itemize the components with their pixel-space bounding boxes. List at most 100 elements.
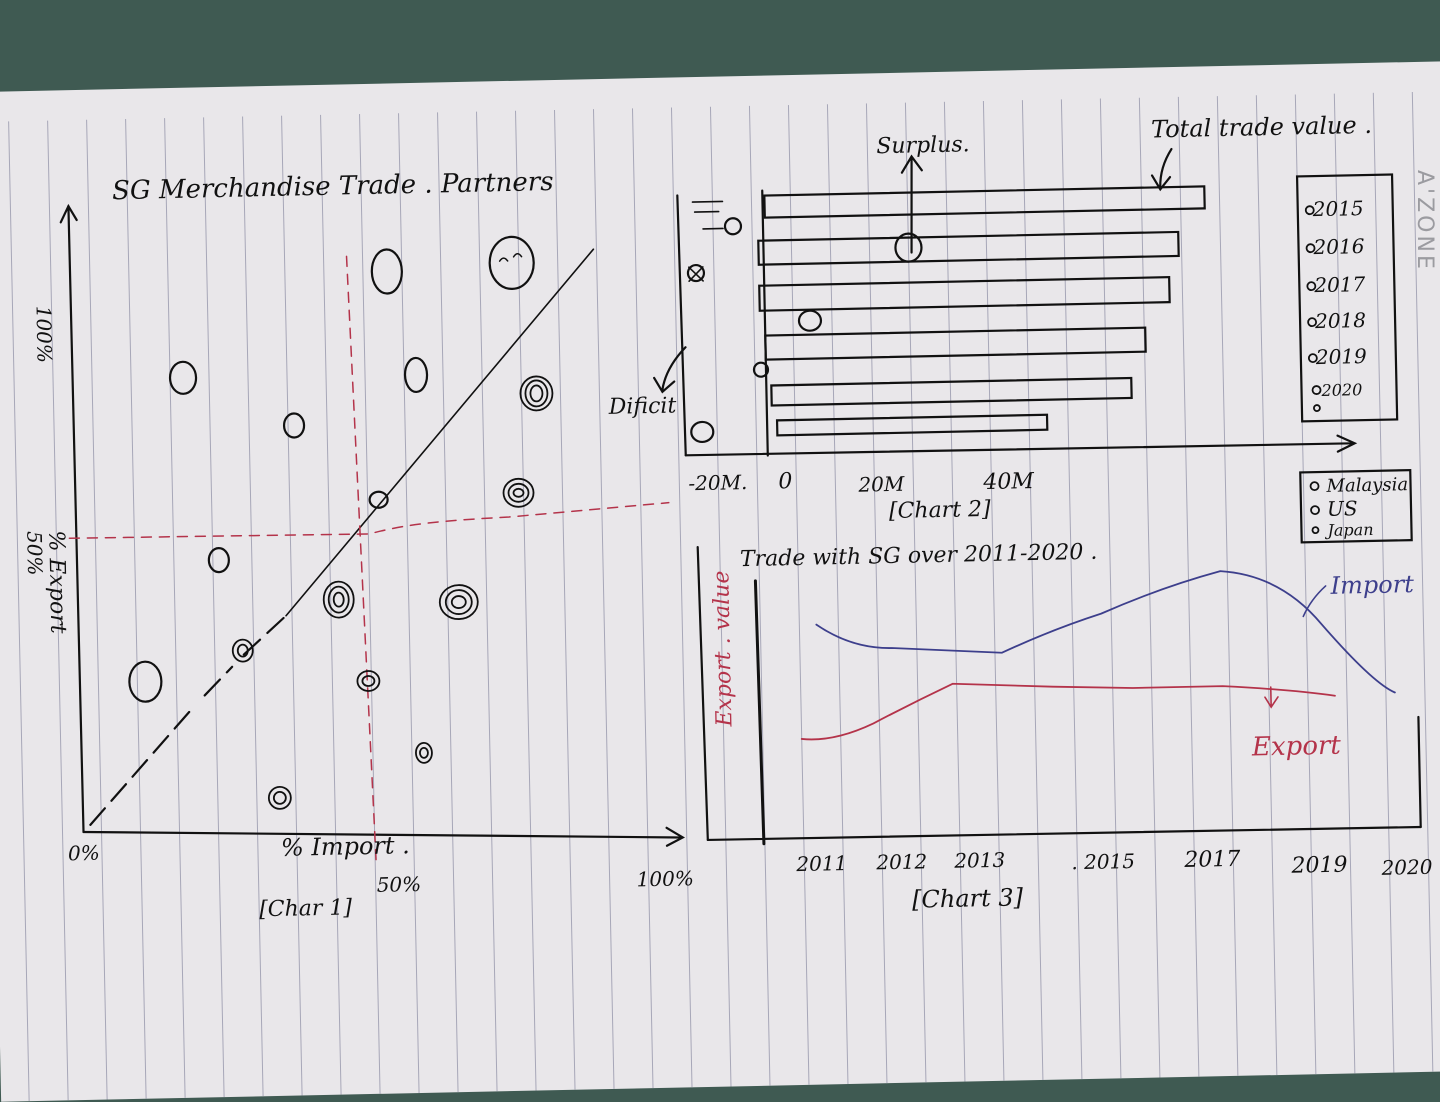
ruled-line xyxy=(242,116,264,1097)
chart2-x-arrow xyxy=(1336,434,1358,453)
chart2-caption: [Chart 2] xyxy=(889,497,992,524)
chart2-deficit-arrow xyxy=(653,346,687,394)
chart1-point-filled xyxy=(267,785,292,810)
ruled-line xyxy=(748,105,771,1086)
chart3-lines: Trade with SG over 2011-2020 . Export . … xyxy=(696,540,1433,914)
chart1-diagonal xyxy=(285,248,595,617)
chart2-year-legend-dots xyxy=(1304,205,1322,412)
chart2-bar xyxy=(770,376,1133,407)
chart3-x-tick-2017: 2017 xyxy=(1183,847,1241,873)
chart2-deficit-label: Dificit xyxy=(607,393,676,419)
chart2-country-legend-dots xyxy=(1309,481,1320,535)
chart1-point-filled xyxy=(231,638,254,663)
notebook-brand: A'ZONE xyxy=(1412,170,1437,272)
ruled-line xyxy=(320,114,342,1095)
chart1-x-arrow xyxy=(665,826,686,847)
chart3-import-label: Import xyxy=(1329,570,1414,600)
chart1-diagonal-dash xyxy=(89,614,288,826)
chart2-marker xyxy=(894,232,923,263)
chart1-scatter: SG Merchandise Trade . Partners xyxy=(22,167,694,922)
ruled-line xyxy=(1216,96,1239,1076)
chart2-zero-axis xyxy=(761,189,769,457)
ruled-line xyxy=(359,114,381,1094)
chart1-x-tick-50: 50% xyxy=(376,872,421,897)
chart1-point-filled xyxy=(415,741,433,764)
chart3-export-line xyxy=(800,682,1336,741)
ruled-line xyxy=(592,109,615,1089)
legend-country-us: US xyxy=(1327,496,1358,521)
chart2-marker xyxy=(797,309,823,332)
ruled-line xyxy=(904,102,927,1083)
chart2-country-legend xyxy=(1299,469,1413,544)
chart2-marker xyxy=(686,263,706,283)
ruled-line xyxy=(1177,96,1200,1077)
ruled-line xyxy=(281,115,303,1096)
ruled-line xyxy=(125,118,147,1099)
chart2-x-axis xyxy=(684,442,1354,457)
chart1-point-filled xyxy=(438,584,479,620)
ruled-line xyxy=(1099,98,1122,1079)
chart1-x-label: % Import . xyxy=(281,831,410,862)
chart2-marker xyxy=(752,361,770,378)
ruled-line xyxy=(203,117,225,1098)
ruled-line xyxy=(1021,100,1044,1080)
ruled-line xyxy=(1138,97,1161,1078)
chart1-50-export-guide xyxy=(68,501,670,539)
ruled-line xyxy=(631,108,654,1089)
legend-year-2016: 2016 xyxy=(1312,234,1365,259)
chart3-import-line xyxy=(815,570,1396,694)
chart1-x-tick-0: 0% xyxy=(68,841,100,866)
chart3-x-tick-2011: 2011 xyxy=(795,851,847,876)
ruled-line xyxy=(709,106,732,1087)
sketch-canvas: SG Merchandise Trade . Partners xyxy=(22,111,1433,922)
chart2-x-tick-20: 20M xyxy=(857,472,905,497)
chart2-marker xyxy=(723,217,743,236)
ruled-line xyxy=(670,107,693,1088)
chart3-title: Trade with SG over 2011-2020 . xyxy=(740,540,1098,572)
chart2-year-legend-items: 2015 2016 2017 2018 2019 2020 xyxy=(1311,196,1367,400)
legend-year-2015: 2015 xyxy=(1311,196,1363,221)
legend-country-japan: Japan xyxy=(1324,520,1373,540)
ruled-line xyxy=(1333,93,1356,1074)
chart2-total-label: Total trade value . xyxy=(1151,111,1372,144)
ruled-line xyxy=(826,104,849,1085)
chart3-export-arrow xyxy=(1264,686,1279,709)
ruled-line xyxy=(515,110,537,1091)
chart3-y-label: Export . value xyxy=(709,570,737,727)
ruled-line xyxy=(164,118,186,1098)
chart1-point-open xyxy=(368,490,389,509)
chart1-y-label: % Export xyxy=(43,530,70,634)
chart3-left-axis xyxy=(696,545,709,842)
ruled-line xyxy=(47,120,69,1101)
chart1-point-filled xyxy=(519,375,554,412)
chart2-x-tick-40: 40M xyxy=(982,469,1035,495)
chart3-caption: [Chart 3] xyxy=(912,883,1024,913)
ruled-line xyxy=(437,112,459,1093)
ruled-line xyxy=(982,100,1005,1081)
chart3-x-tick-2015: . 2015 xyxy=(1071,849,1135,874)
chart2-bar xyxy=(764,326,1147,361)
ruled-line xyxy=(1411,91,1434,1072)
chart3-x-tick-2012: 2012 xyxy=(875,849,927,874)
chart2-country-legend-items: Malaysia US Japan xyxy=(1324,474,1408,540)
chart3-x-tick-2020: 2020 xyxy=(1380,855,1433,880)
chart2-bar xyxy=(763,185,1206,219)
legend-year-2019: 2019 xyxy=(1315,344,1368,369)
ruled-lines xyxy=(8,91,1434,1102)
chart3-x-axis xyxy=(706,825,1422,842)
ruled-line xyxy=(1060,99,1083,1080)
chart2-bar xyxy=(757,230,1180,266)
ruled-line xyxy=(1255,95,1278,1076)
chart1-point-open xyxy=(207,547,230,574)
ruled-line xyxy=(943,101,966,1082)
chart2-x-tick-neg20: -20M. xyxy=(688,470,748,495)
chart1-x-tick-100: 100% xyxy=(636,866,694,891)
ruled-line xyxy=(787,105,810,1085)
chart1-y-tick-100: 100% xyxy=(31,305,56,363)
chart3-y-axis xyxy=(753,579,766,846)
legend-year-2020: 2020 xyxy=(1320,380,1362,400)
chart1-point-filled xyxy=(502,477,535,508)
legend-year-2017: 2017 xyxy=(1313,272,1366,297)
notebook-page: SG Merchandise Trade . Partners xyxy=(0,61,1440,1102)
chart1-caption: [Char 1] xyxy=(259,895,353,922)
